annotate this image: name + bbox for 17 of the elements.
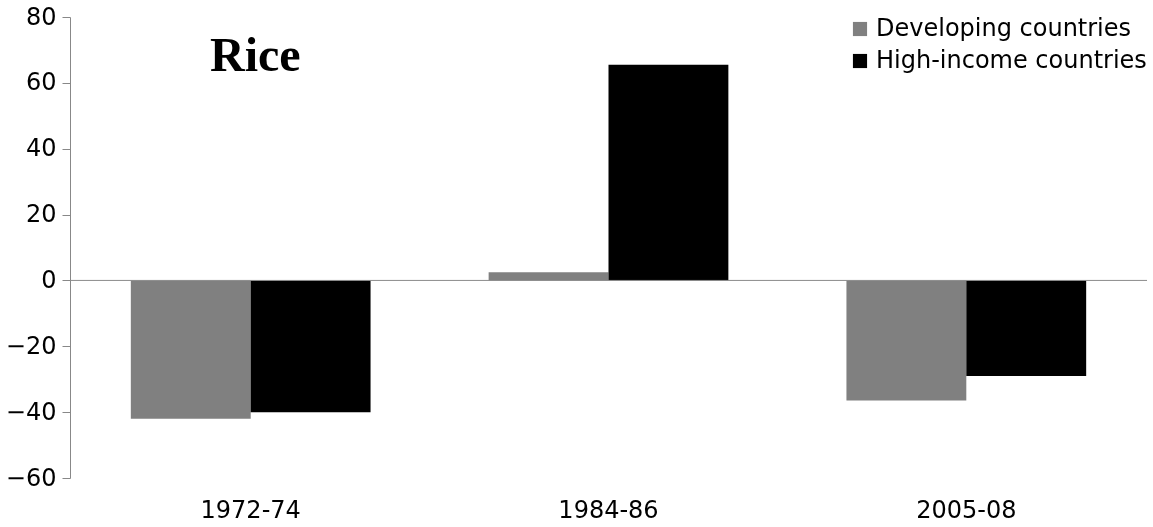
x-tick-label: 2005-08	[916, 495, 1017, 524]
y-tick-label: 0	[41, 265, 57, 294]
legend-label: High-income countries	[876, 46, 1147, 74]
y-tick-label: 80	[25, 2, 57, 31]
bar	[966, 280, 1087, 376]
y-tick-label: 40	[25, 134, 57, 163]
legend-label: Developing countries	[876, 14, 1132, 42]
y-tick-label: −40	[5, 397, 57, 426]
bar	[250, 280, 371, 413]
y-tick-label: −20	[5, 331, 57, 360]
x-tick-label: 1984-86	[558, 495, 659, 524]
x-tick-label: 1972-74	[200, 495, 301, 524]
y-tick-label: 20	[25, 200, 57, 229]
y-tick-label: −60	[5, 463, 57, 492]
y-tick-label: 60	[25, 68, 57, 97]
chart-title: Rice	[210, 28, 301, 81]
bar	[608, 64, 729, 281]
